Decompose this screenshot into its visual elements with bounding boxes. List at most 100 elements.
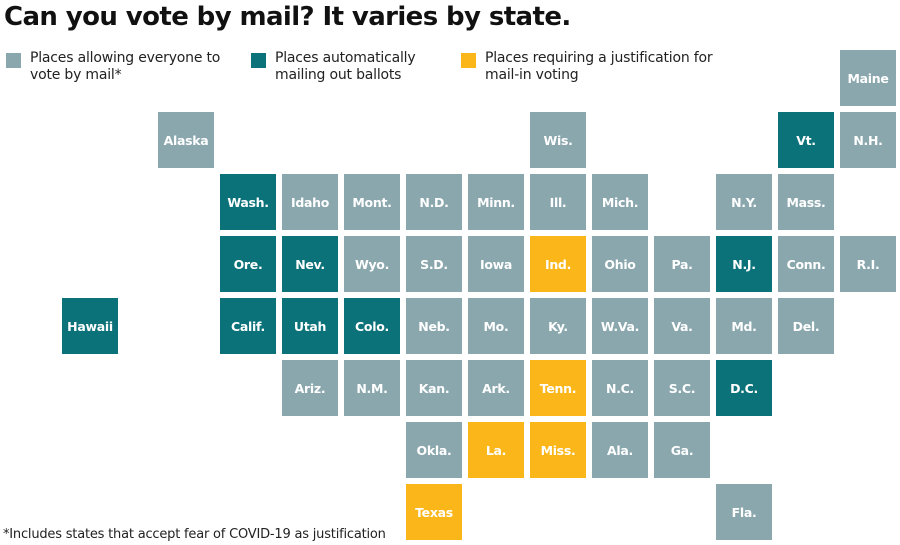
state-label: Ariz.	[294, 380, 326, 396]
state-tile-mo: Mo.	[468, 298, 524, 354]
state-tile-nd: N.D.	[406, 174, 462, 230]
state-label: Fla.	[731, 504, 757, 520]
state-label: Pa.	[671, 256, 693, 272]
state-label: Kan.	[418, 380, 450, 396]
state-label: Texas	[415, 504, 453, 520]
state-tile-ala: Ala.	[592, 422, 648, 478]
state-tile-utah: Utah	[282, 298, 338, 354]
state-label: Wash.	[227, 194, 269, 210]
state-label: R.I.	[856, 256, 880, 272]
state-tile-iowa: Iowa	[468, 236, 524, 292]
state-label: Ala.	[607, 442, 633, 458]
state-label: Neb.	[418, 318, 450, 334]
state-tile-ri: R.I.	[840, 236, 896, 292]
state-label: La.	[485, 442, 507, 458]
state-label: Alaska	[163, 132, 209, 148]
state-tile-neb: Neb.	[406, 298, 462, 354]
legend-item-everyone: Places allowing everyone to vote by mail…	[6, 50, 235, 84]
state-label: W.Va.	[600, 318, 640, 334]
legend-item-justification: Places requiring a justification for mai…	[461, 50, 725, 84]
state-tile-tenn: Tenn.	[530, 360, 586, 416]
state-tile-ind: Ind.	[530, 236, 586, 292]
state-label: Utah	[293, 318, 327, 334]
state-label: Tenn.	[539, 380, 577, 396]
state-label: Ill.	[549, 194, 567, 210]
state-tile-wis: Wis.	[530, 112, 586, 168]
state-tile-ny: N.Y.	[716, 174, 772, 230]
state-tile-kan: Kan.	[406, 360, 462, 416]
state-tile-ill: Ill.	[530, 174, 586, 230]
state-label: Ind.	[544, 256, 572, 272]
state-label: Va.	[671, 318, 693, 334]
state-label: Ky.	[548, 318, 568, 334]
state-label: Idaho	[290, 194, 330, 210]
state-tile-hawaii: Hawaii	[62, 298, 118, 354]
legend-swatch-justification	[461, 53, 476, 68]
footnote: *Includes states that accept fear of COV…	[3, 527, 386, 542]
state-label: Ore.	[233, 256, 263, 272]
state-label: Okla.	[416, 442, 452, 458]
state-label: Conn.	[786, 256, 826, 272]
state-label: N.D.	[419, 194, 449, 210]
state-label: Calif.	[231, 318, 265, 334]
state-label: Ga.	[670, 442, 694, 458]
state-tile-nc: N.C.	[592, 360, 648, 416]
state-label: N.Y.	[731, 194, 757, 210]
state-label: Iowa	[479, 256, 513, 272]
state-label: Vt.	[796, 132, 816, 148]
state-tile-minn: Minn.	[468, 174, 524, 230]
state-tile-alaska: Alaska	[158, 112, 214, 168]
state-tile-del: Del.	[778, 298, 834, 354]
state-tile-pa: Pa.	[654, 236, 710, 292]
state-tile-dc: D.C.	[716, 360, 772, 416]
legend-item-automatic: Places automatically mailing out ballots	[251, 50, 460, 84]
state-tile-wash: Wash.	[220, 174, 276, 230]
legend-label-automatic: Places automatically mailing out ballots	[275, 50, 416, 83]
state-tile-wva: W.Va.	[592, 298, 648, 354]
state-label: Mass.	[786, 194, 826, 210]
state-tile-ariz: Ariz.	[282, 360, 338, 416]
state-tile-idaho: Idaho	[282, 174, 338, 230]
state-label: Wyo.	[354, 256, 390, 272]
state-label: D.C.	[730, 380, 758, 396]
state-tile-texas: Texas	[406, 484, 462, 540]
state-label: Mo.	[483, 318, 509, 334]
state-label: Wis.	[543, 132, 573, 148]
state-tile-ohio: Ohio	[592, 236, 648, 292]
state-label: S.C.	[668, 380, 696, 396]
state-label: N.H.	[853, 132, 883, 148]
state-label: Mich.	[601, 194, 639, 210]
state-tile-sc: S.C.	[654, 360, 710, 416]
state-label: N.J.	[732, 256, 756, 272]
legend-swatch-automatic	[251, 53, 266, 68]
state-tile-conn: Conn.	[778, 236, 834, 292]
state-tile-nev: Nev.	[282, 236, 338, 292]
state-label: S.D.	[420, 256, 448, 272]
state-tile-maine: Maine	[840, 50, 896, 106]
state-tile-sd: S.D.	[406, 236, 462, 292]
state-tile-nm: N.M.	[344, 360, 400, 416]
legend-swatch-everyone	[6, 53, 21, 68]
state-label: Miss.	[540, 442, 576, 458]
state-tile-okla: Okla.	[406, 422, 462, 478]
state-label: Ark.	[482, 380, 510, 396]
state-tile-colo: Colo.	[344, 298, 400, 354]
state-tile-ky: Ky.	[530, 298, 586, 354]
state-label: Nev.	[295, 256, 325, 272]
state-tile-ark: Ark.	[468, 360, 524, 416]
state-tile-calif: Calif.	[220, 298, 276, 354]
state-tile-ore: Ore.	[220, 236, 276, 292]
state-label: N.C.	[606, 380, 634, 396]
state-tile-ga: Ga.	[654, 422, 710, 478]
state-tile-va: Va.	[654, 298, 710, 354]
state-tile-mont: Mont.	[344, 174, 400, 230]
state-label: Mont.	[352, 194, 392, 210]
state-tile-vt: Vt.	[778, 112, 834, 168]
state-label: Colo.	[355, 318, 389, 334]
state-tile-fla: Fla.	[716, 484, 772, 540]
legend-label-everyone: Places allowing everyone to vote by mail…	[30, 50, 221, 83]
state-label: N.M.	[356, 380, 388, 396]
state-tile-nh: N.H.	[840, 112, 896, 168]
state-tile-wyo: Wyo.	[344, 236, 400, 292]
map-title: Can you vote by mail? It varies by state…	[4, 2, 571, 32]
